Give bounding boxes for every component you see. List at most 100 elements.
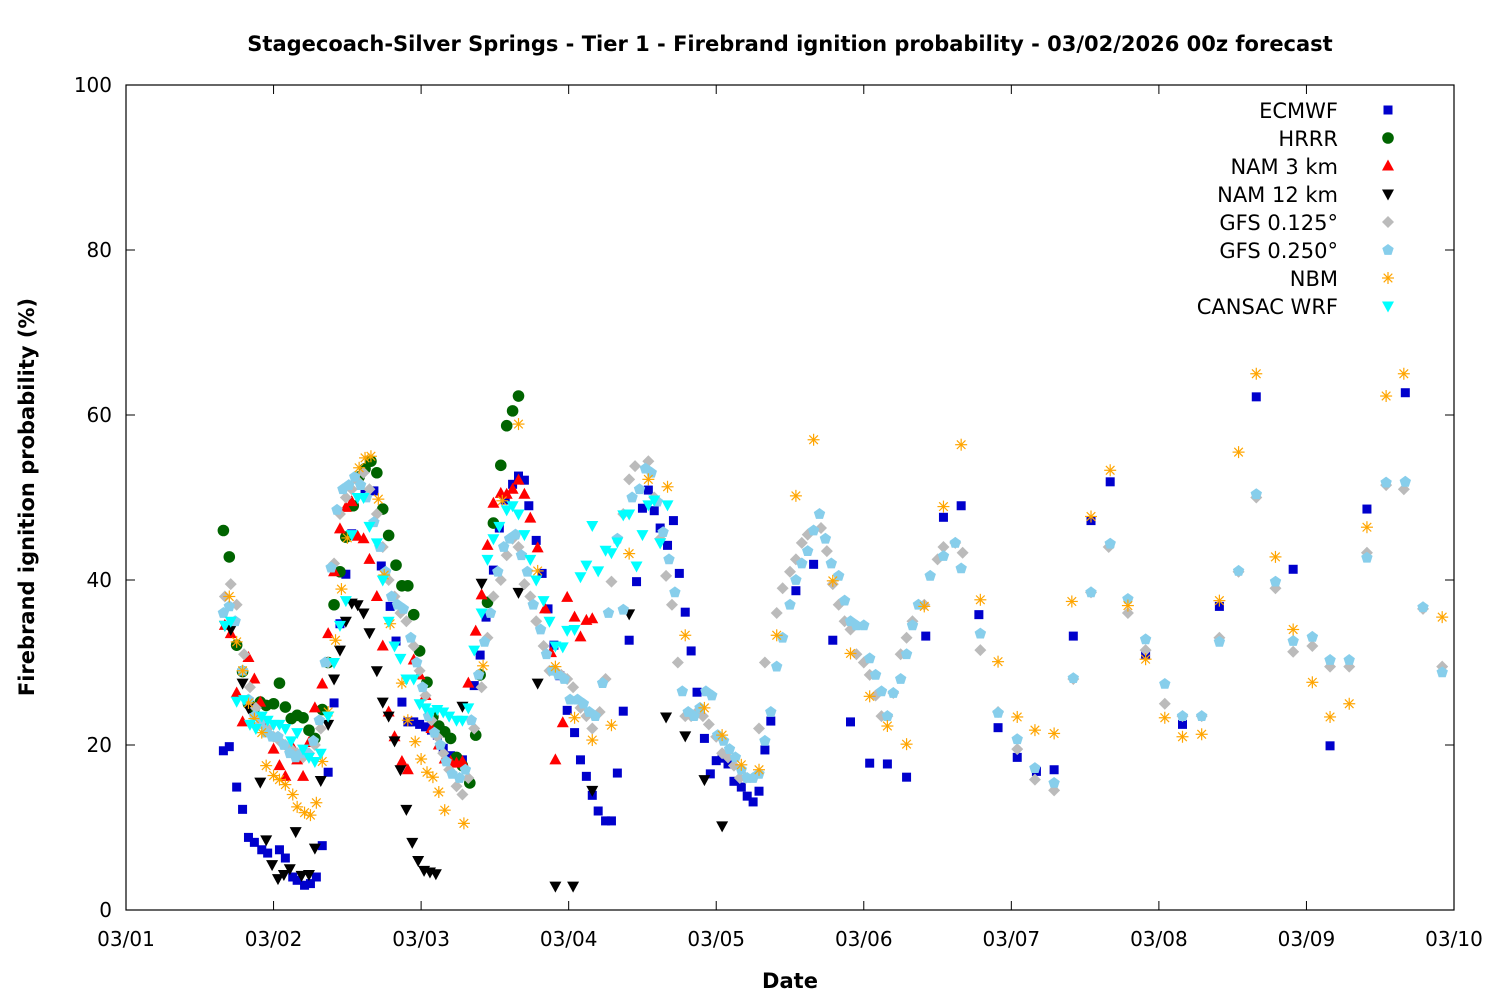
cansac-wrf-point (630, 561, 643, 573)
gfs-0-125-point (702, 718, 715, 731)
legend-marker-ecmwf (1383, 105, 1393, 115)
gfs-0-250-point (411, 656, 423, 668)
nbm-point (1085, 510, 1098, 523)
nam-3-km-point (242, 651, 255, 663)
ecmwf-point (974, 610, 984, 620)
nbm-point (1139, 653, 1152, 666)
chart-title: Stagecoach-Silver Springs - Tier 1 - Fir… (247, 32, 1332, 56)
cansac-wrf-point (443, 711, 456, 723)
nbm-point (512, 418, 525, 431)
nam-3-km-point (586, 612, 599, 624)
ecmwf-point (809, 559, 819, 569)
legend-label: NAM 12 km (1217, 183, 1338, 207)
gfs-0-125-point (722, 751, 735, 764)
gfs-0-125-point (500, 549, 513, 562)
nam-3-km-point (401, 763, 414, 775)
ecmwf-point (828, 635, 838, 645)
legend-marker-gfs-0-250 (1382, 244, 1394, 255)
gfs-0-250-point (473, 668, 485, 680)
nbm-point (789, 489, 802, 502)
ecmwf-point (593, 806, 603, 816)
ecmwf-point (760, 745, 770, 755)
nbm-point (1360, 521, 1373, 534)
series-gfs-0-125 (218, 455, 1449, 801)
ecmwf-point (415, 719, 425, 729)
ecmwf-point (1049, 765, 1059, 775)
gfs-0-125-point (450, 780, 463, 793)
nbm-point (1436, 611, 1449, 624)
cansac-wrf-point (580, 560, 593, 572)
hrrr-point (303, 724, 315, 736)
cansac-wrf-point (413, 699, 426, 711)
gfs-0-125-point (671, 656, 684, 669)
x-axis-label: Date (762, 969, 818, 993)
ecmwf-point (391, 636, 401, 646)
legend-label: NAM 3 km (1230, 155, 1338, 179)
ecmwf-point (1177, 719, 1187, 729)
nam-12-km-point (679, 731, 692, 743)
ecmwf-point (257, 845, 267, 855)
ecmwf-point (274, 845, 284, 855)
gfs-0-250-point (850, 619, 863, 631)
nbm-point (735, 758, 748, 771)
nam-3-km-point (556, 716, 569, 728)
ecmwf-point (938, 512, 948, 522)
x-tick-label: 03/10 (1425, 927, 1483, 951)
cansac-wrf-point (512, 509, 525, 521)
nam-3-km-point (279, 769, 292, 781)
gfs-0-250-point (706, 689, 718, 701)
cansac-wrf-point (574, 572, 587, 584)
gfs-0-250-point (343, 479, 355, 490)
legend-label: GFS 0.125° (1219, 211, 1338, 235)
ecmwf-point (649, 506, 659, 516)
nbm-point (1343, 697, 1356, 710)
nam-12-km-point (370, 666, 383, 678)
nam-12-km-point (357, 608, 370, 620)
gfs-0-250-point (602, 607, 615, 618)
nbm-point (1104, 464, 1117, 477)
gfs-0-250-point (1436, 666, 1448, 678)
cansac-wrf-point (218, 620, 231, 632)
ecmwf-point (882, 759, 892, 769)
cansac-wrf-point (605, 548, 618, 560)
ecmwf-point (1251, 392, 1261, 402)
cansac-wrf-point (357, 493, 370, 504)
gfs-0-125-point (494, 574, 507, 586)
gfs-0-250-point (1139, 633, 1152, 645)
legend-label: ECMWF (1259, 99, 1338, 123)
cansac-wrf-point (530, 575, 543, 587)
cansac-wrf-point (238, 695, 251, 707)
cansac-wrf-point (537, 596, 550, 608)
nbm-point (1121, 599, 1134, 612)
ecmwf-point (791, 586, 801, 596)
ecmwf-point (921, 631, 931, 641)
nbm-point (1048, 727, 1061, 740)
nbm-point (1232, 446, 1245, 459)
hrrr-point (267, 697, 280, 710)
gfs-0-125-point (462, 772, 475, 784)
series-ecmwf (218, 388, 1410, 890)
gfs-0-125-point (758, 656, 771, 669)
nbm-point (863, 690, 876, 703)
legend-label: NBM (1290, 267, 1338, 291)
gfs-0-125-point (530, 615, 543, 628)
legend-marker-nam-12-km (1382, 189, 1394, 201)
gfs-0-250-point (949, 536, 961, 548)
ecmwf-point (612, 768, 622, 778)
x-tick-label: 03/03 (392, 927, 450, 951)
ecmwf-point (736, 782, 746, 792)
ecmwf-point (300, 880, 310, 890)
gfs-0-250-point (887, 687, 899, 698)
gfs-0-250-point (688, 710, 700, 721)
ecmwf-point (637, 503, 647, 513)
nbm-point (937, 500, 950, 513)
ecmwf-point (218, 746, 228, 756)
gfs-0-250-point (813, 508, 826, 519)
cansac-wrf-point (407, 674, 420, 686)
gfs-0-125-point (518, 578, 531, 591)
cansac-wrf-point (586, 521, 599, 533)
nbm-point (900, 738, 913, 751)
ecmwf-point (723, 759, 733, 769)
nbm-point (236, 664, 249, 677)
gfs-0-125-point (696, 710, 709, 723)
